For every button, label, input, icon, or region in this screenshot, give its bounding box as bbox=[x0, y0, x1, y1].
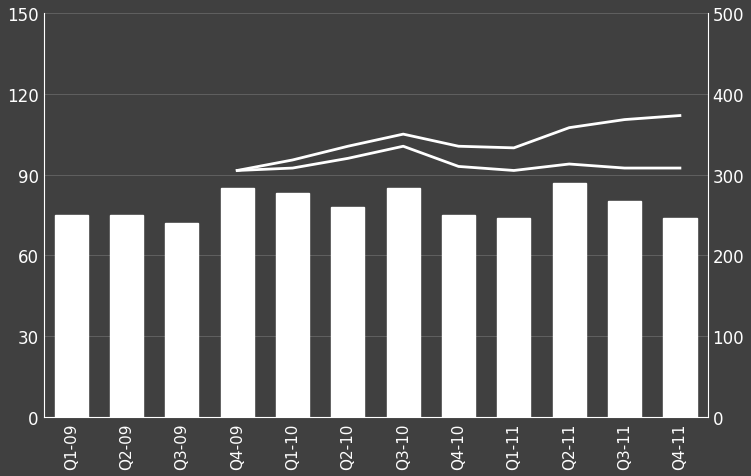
Bar bbox=[442, 216, 475, 417]
Bar bbox=[165, 224, 198, 417]
Bar bbox=[276, 194, 309, 417]
Bar bbox=[331, 208, 364, 417]
Bar bbox=[221, 188, 254, 417]
Bar bbox=[663, 218, 696, 417]
Bar bbox=[608, 202, 641, 417]
Bar bbox=[387, 188, 420, 417]
Bar bbox=[553, 183, 586, 417]
Bar bbox=[110, 216, 143, 417]
Bar bbox=[497, 218, 530, 417]
Bar bbox=[55, 216, 88, 417]
